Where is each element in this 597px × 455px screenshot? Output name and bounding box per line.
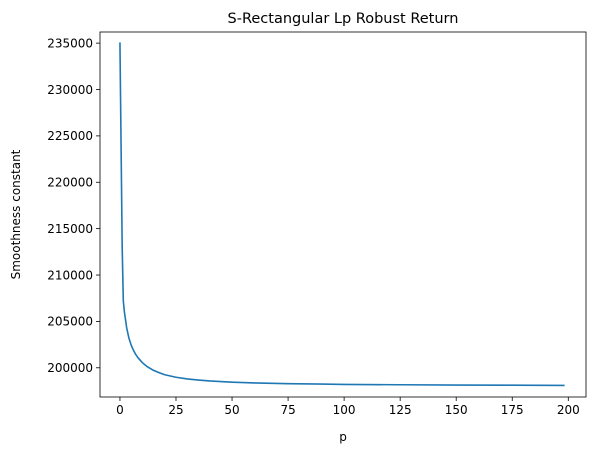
plot-background (100, 32, 586, 397)
y-axis-ticks: 200000 205000 210000 215000 220000 225000 2300… (47, 36, 100, 375)
plot-area (100, 32, 586, 397)
y-tick-label: 200000 (47, 361, 93, 375)
x-axis-title: p (339, 430, 347, 444)
chart-title: S-Rectangular Lp Robust Return (228, 11, 459, 27)
y-tick-label: 235000 (47, 36, 93, 50)
x-axis-ticks: 0 25 50 75 100 125 150 175 200 (116, 397, 580, 417)
x-tick-label: 100 (333, 403, 356, 417)
x-tick-label: 125 (389, 403, 412, 417)
x-tick-label: 0 (116, 403, 124, 417)
y-tick-label: 205000 (47, 315, 93, 329)
x-tick-label: 25 (168, 403, 183, 417)
x-tick-label: 75 (280, 403, 295, 417)
x-tick-label: 150 (445, 403, 468, 417)
y-tick-label: 225000 (47, 129, 93, 143)
axes-frame (99, 31, 587, 398)
x-tick-label: 175 (501, 403, 524, 417)
series-group (119, 42, 565, 387)
y-axis-title: Smoothness constant (9, 149, 23, 279)
x-tick-label: 200 (557, 403, 580, 417)
y-tick-label: 220000 (47, 176, 93, 190)
y-tick-label: 210000 (47, 268, 93, 282)
y-tick-label: 215000 (47, 222, 93, 236)
x-tick-label: 50 (224, 403, 239, 417)
y-tick-label: 230000 (47, 83, 93, 97)
series-line (119, 42, 565, 387)
